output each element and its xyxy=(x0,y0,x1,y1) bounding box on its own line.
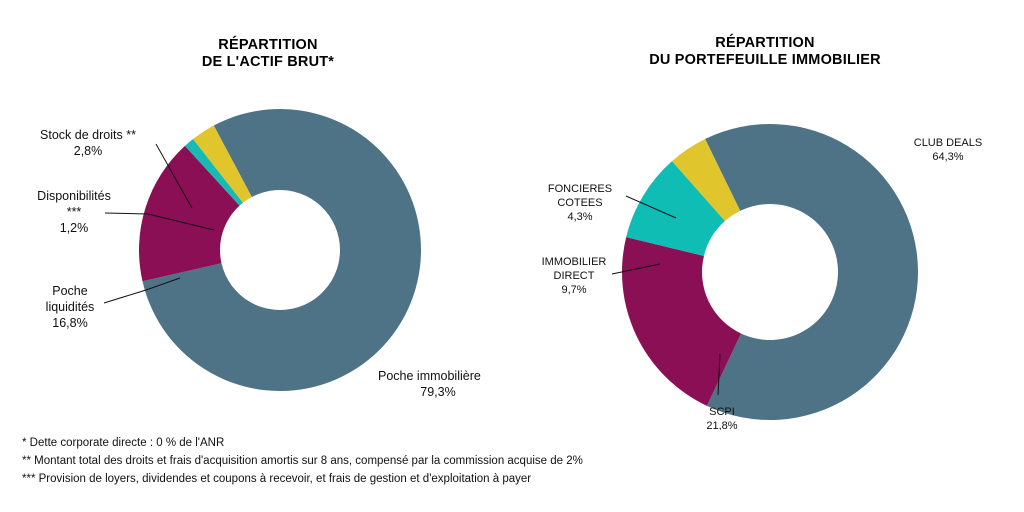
leader-line-immobilier_direct xyxy=(611,263,661,275)
slice-scpi xyxy=(622,237,741,406)
slice-label-scpi: SCPI xyxy=(709,406,735,418)
chart-1-title-line: RÉPARTITION xyxy=(218,36,317,53)
footnote-3: *** Provision de loyers, dividendes et c… xyxy=(22,473,532,485)
value-label-foncieres_cotees: 4,3% xyxy=(567,211,592,223)
slice-label-foncieres_cotees: COTEES xyxy=(557,197,602,209)
slice-disponibilites xyxy=(184,138,244,206)
slice-label-immobilier_direct: IMMOBILIER xyxy=(542,256,607,268)
value-label-immobilier_direct: 9,7% xyxy=(561,284,586,296)
slice-label-club_deals: CLUB DEALS xyxy=(914,137,982,149)
chart-2-title-line: RÉPARTITION xyxy=(715,34,814,51)
chart-2-title-line: DU PORTEFEUILLE IMMOBILIER xyxy=(649,52,881,68)
value-label-liquidites: 16,8% xyxy=(52,316,87,330)
footnote-1: * Dette corporate directe : 0 % de l'ANR xyxy=(22,437,225,449)
value-label-club_deals: 64,3% xyxy=(932,151,963,163)
leader-line-scpi xyxy=(717,353,721,396)
slice-immobiliere xyxy=(142,108,421,391)
footnotes: * Dette corporate directe : 0 % de l'ANR… xyxy=(22,434,583,488)
slice-label-liquidites: liquidités xyxy=(46,300,95,314)
value-label-immobiliere: 79,3% xyxy=(420,385,455,399)
slice-label-disponibilites: Disponibilités xyxy=(37,189,111,203)
slice-liquidites xyxy=(138,145,240,282)
slice-label-immobilier_direct: DIRECT xyxy=(554,270,595,282)
value-label-disponibilites: 1,2% xyxy=(60,221,89,235)
slice-label-foncieres_cotees: FONCIERES xyxy=(548,183,612,195)
slice-label-stock_droits: Stock de droits ** xyxy=(40,128,136,142)
leader-line-liquidites xyxy=(103,277,181,304)
slice-club_deals xyxy=(705,124,918,421)
leader-line-disponibilites xyxy=(104,212,215,231)
slice-immobilier_direct xyxy=(626,161,725,256)
leader-line-stock_droits xyxy=(155,143,193,209)
footnote-2: ** Montant total des droits et frais d'a… xyxy=(22,455,583,467)
slice-label-disponibilites: *** xyxy=(67,205,82,219)
slice-foncieres_cotees xyxy=(672,138,741,222)
value-label-scpi: 21,8% xyxy=(706,420,737,430)
chart-1-title-line: DE L'ACTIF BRUT* xyxy=(202,54,334,70)
leader-line-foncieres_cotees xyxy=(625,195,677,219)
value-label-stock_droits: 2,8% xyxy=(74,144,103,158)
slice-label-liquidites: Poche xyxy=(52,284,87,298)
slice-label-immobiliere: Poche immobilière xyxy=(378,369,481,383)
slice-stock_droits xyxy=(193,125,252,203)
